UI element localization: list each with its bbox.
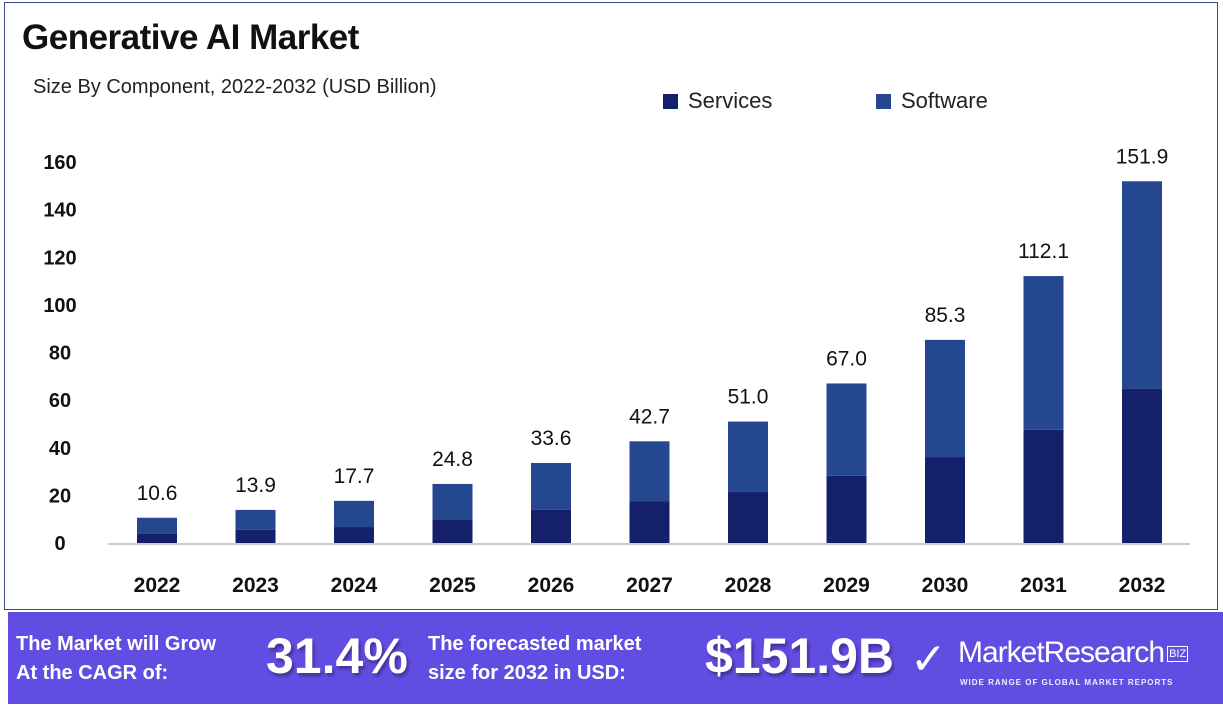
checkmark-logo-icon: ✓ bbox=[910, 634, 947, 685]
data-label-2025: 24.8 bbox=[432, 448, 473, 471]
bar-software-2032 bbox=[1122, 181, 1162, 389]
x-tick-label: 2029 bbox=[823, 574, 870, 597]
bar-software-2029 bbox=[826, 383, 867, 476]
bar-software-2026 bbox=[531, 462, 571, 510]
legend-software: Software bbox=[876, 88, 988, 114]
bar-services-2029 bbox=[826, 475, 867, 543]
legend-swatch-services bbox=[663, 93, 678, 109]
x-tick-label: 2026 bbox=[528, 574, 575, 597]
brand-name: MarketResearch bbox=[958, 636, 1165, 669]
y-tick-label: 160 bbox=[43, 152, 76, 174]
y-tick-label: 0 bbox=[54, 533, 65, 555]
data-label-2031: 112.1 bbox=[1018, 240, 1069, 263]
y-tick-label: 140 bbox=[43, 200, 76, 222]
x-tick-label: 2028 bbox=[725, 574, 772, 597]
bar-services-2022 bbox=[137, 533, 177, 543]
chart-title: Generative AI Market bbox=[22, 18, 359, 57]
brand-logo: MarketResearch BIZ bbox=[958, 636, 1189, 670]
summary-banner: The Market will Grow At the CAGR of: 31.4… bbox=[8, 612, 1223, 704]
bar-services-2023 bbox=[235, 529, 276, 543]
cagr-label-line2: At the CAGR of: bbox=[16, 662, 169, 684]
bar-software-2023 bbox=[235, 509, 276, 530]
bar-services-2028 bbox=[728, 492, 768, 543]
legend-swatch-software bbox=[876, 93, 891, 109]
data-label-2026: 33.6 bbox=[531, 427, 572, 450]
forecast-label-line2: size for 2032 in USD: bbox=[428, 662, 626, 684]
x-tick-label: 2022 bbox=[134, 574, 181, 597]
x-tick-label: 2024 bbox=[331, 574, 378, 597]
forecast-label: The forecasted market size for 2032 in US… bbox=[428, 630, 668, 688]
bar-software-2022 bbox=[137, 517, 177, 534]
bar-services-2027 bbox=[629, 501, 670, 543]
y-tick-label: 60 bbox=[49, 390, 71, 412]
bar-services-2025 bbox=[432, 519, 473, 543]
bar-services-2032 bbox=[1122, 388, 1162, 543]
chart-frame bbox=[4, 2, 1218, 610]
legend-label-services: Services bbox=[688, 88, 773, 113]
x-tick-label: 2027 bbox=[626, 574, 673, 597]
y-tick-label: 80 bbox=[49, 343, 71, 365]
data-label-2029: 67.0 bbox=[826, 347, 867, 370]
bar-services-2026 bbox=[531, 509, 571, 543]
brand-suffix: BIZ bbox=[1167, 646, 1189, 663]
bar-software-2031 bbox=[1023, 276, 1064, 430]
x-tick-label: 2025 bbox=[429, 574, 476, 597]
y-tick-label: 100 bbox=[43, 295, 76, 317]
bar-software-2028 bbox=[728, 421, 768, 493]
y-tick-label: 40 bbox=[49, 438, 71, 460]
data-label-2023: 13.9 bbox=[235, 474, 276, 497]
legend-services: Services bbox=[663, 88, 772, 114]
bar-chart: 0 20 40 60 80 100 120 140 160 10.6 2022 13.9 2023 17.… bbox=[43, 145, 1190, 597]
chart-subtitle: Size By Component, 2022-2032 (USD Billio… bbox=[33, 76, 437, 98]
bar-services-2030 bbox=[925, 457, 965, 543]
x-tick-label: 2031 bbox=[1020, 574, 1067, 597]
cagr-value: 31.4% bbox=[266, 628, 408, 684]
y-tick-label: 120 bbox=[43, 247, 76, 269]
bar-software-2024 bbox=[334, 500, 374, 528]
cagr-label-line1: The Market will Grow bbox=[16, 633, 217, 655]
bar-software-2030 bbox=[925, 339, 965, 458]
data-label-2032: 151.9 bbox=[1116, 145, 1169, 168]
cagr-label: The Market will Grow At the CAGR of: bbox=[16, 630, 256, 688]
y-tick-label: 20 bbox=[49, 485, 71, 507]
x-tick-label: 2032 bbox=[1119, 574, 1166, 597]
data-label-2022: 10.6 bbox=[137, 482, 178, 505]
forecast-value: $151.9B bbox=[705, 628, 895, 684]
data-label-2030: 85.3 bbox=[925, 304, 966, 327]
data-label-2028: 51.0 bbox=[728, 386, 769, 409]
legend-label-software: Software bbox=[901, 88, 988, 113]
x-tick-label: 2030 bbox=[922, 574, 969, 597]
data-label-2024: 17.7 bbox=[334, 465, 375, 488]
forecast-label-line1: The forecasted market bbox=[428, 633, 642, 655]
brand-tagline: WIDE RANGE OF GLOBAL MARKET REPORTS bbox=[960, 678, 1174, 687]
bar-software-2027 bbox=[629, 441, 670, 502]
data-label-2027: 42.7 bbox=[629, 405, 670, 428]
x-tick-label: 2023 bbox=[232, 574, 279, 597]
bar-services-2024 bbox=[334, 527, 374, 543]
bar-software-2025 bbox=[432, 483, 473, 520]
bar-services-2031 bbox=[1023, 429, 1064, 543]
